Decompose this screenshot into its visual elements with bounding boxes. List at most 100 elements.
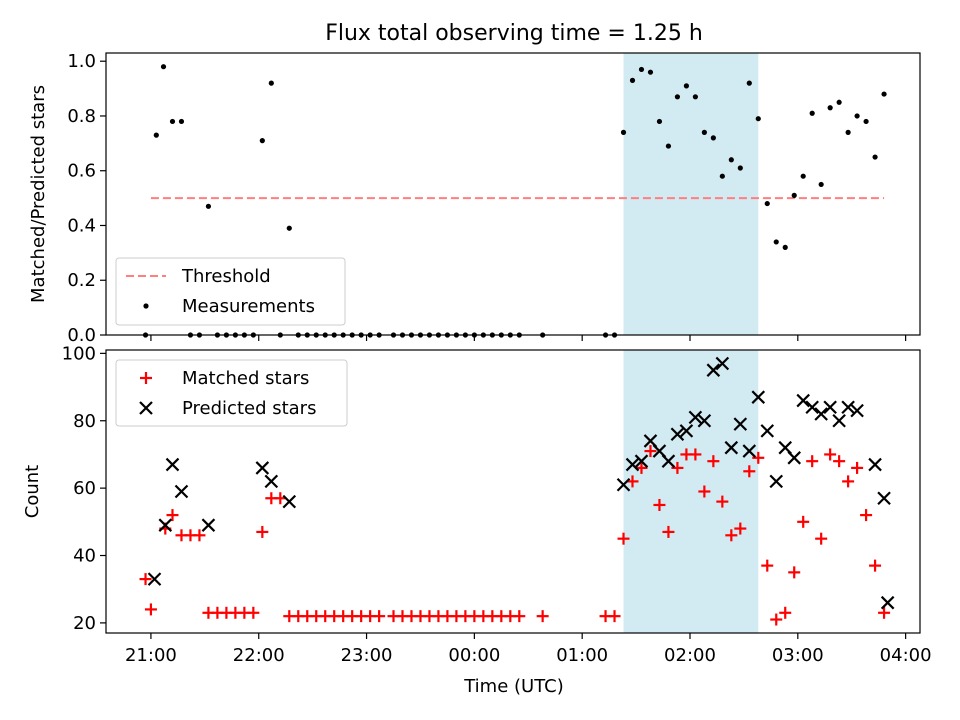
predicted-star-point	[255, 461, 270, 475]
predicted-star-point	[787, 451, 801, 465]
top-y-tick-label: 1.0	[67, 51, 96, 72]
matched-star-point	[833, 455, 846, 468]
matched-star-point	[608, 610, 621, 623]
top-y-tick-label: 0.6	[67, 161, 96, 182]
predicted-star-point	[769, 474, 784, 489]
measurement-point	[701, 129, 707, 135]
bottom-observing-window	[623, 350, 759, 633]
predicted-star-point	[201, 518, 216, 532]
matched-star-point	[779, 606, 792, 619]
measurement-point	[881, 91, 887, 97]
matched-star-point	[770, 613, 783, 626]
matched-star-point	[536, 610, 549, 623]
predicted-star-point	[724, 440, 739, 455]
predicted-star-point	[868, 457, 882, 472]
matched-star-point	[842, 475, 855, 488]
matched-star-point	[144, 603, 157, 616]
predicted-legend-label: Predicted stars	[182, 398, 316, 419]
predicted-star-point	[742, 444, 757, 458]
measurement-point	[178, 118, 185, 125]
matched-star-point	[644, 445, 657, 458]
matched-star-point	[635, 461, 648, 474]
x-tick-label: 21:00	[125, 645, 177, 666]
measurement-point	[809, 110, 815, 116]
top-legend: Threshold Measurements	[115, 257, 346, 326]
matched-star-point	[671, 461, 684, 474]
top-y-tick-label: 0.0	[67, 325, 96, 346]
matched-stars-points	[139, 445, 891, 626]
matched-star-point	[851, 461, 864, 474]
predicted-star-point	[796, 393, 810, 408]
predicted-star-point	[706, 363, 721, 377]
matched-star-point	[698, 485, 711, 498]
predicted-star-point	[733, 417, 748, 431]
predicted-star-point	[264, 474, 279, 489]
measurement-point	[827, 105, 833, 111]
measurements-legend-label: Measurements	[182, 296, 315, 317]
measurement-point	[755, 116, 761, 122]
measurement-point	[268, 80, 274, 86]
measurement-point	[647, 69, 654, 75]
predicted-star-point	[661, 454, 676, 468]
measurement-point	[764, 200, 770, 207]
predicted-star-point	[814, 407, 828, 421]
matched-star-point	[806, 455, 819, 468]
predicted-star-point	[147, 572, 162, 586]
matched-star-point	[716, 495, 729, 508]
measurement-point	[656, 118, 663, 125]
predicted-star-point	[715, 356, 730, 371]
measurement-point	[620, 129, 627, 135]
matched-star-point	[878, 606, 891, 619]
measurement-point	[782, 244, 788, 250]
matched-star-point	[373, 610, 386, 623]
measurement-point	[160, 64, 167, 70]
predicted-star-point	[158, 518, 173, 532]
matched-star-point	[193, 529, 206, 542]
matched-star-point	[797, 515, 810, 528]
measurement-points	[142, 64, 887, 338]
measurement-point	[205, 203, 212, 209]
matched-star-point	[869, 559, 882, 572]
bottom-axes-frame	[105, 349, 921, 634]
measurement-point	[710, 135, 716, 141]
measurement-point	[169, 118, 176, 125]
x-axis-label: Time (UTC)	[463, 676, 564, 697]
matched-star-point	[860, 509, 873, 522]
top-observing-window	[623, 53, 759, 335]
x-tick-label: 23:00	[341, 645, 393, 666]
predicted-legend-marker	[139, 401, 153, 415]
measurement-point	[791, 192, 797, 198]
measurement-point	[773, 239, 779, 245]
predicted-star-point	[760, 424, 775, 438]
measurement-point	[629, 77, 636, 83]
measurement-point	[665, 143, 672, 149]
matched-star-point	[824, 448, 837, 461]
predicted-star-point	[616, 477, 631, 492]
bottom-y-tick-label: 20	[73, 613, 96, 634]
top-panel: 0.0 0.2 0.4 0.6 0.8 1.0 Matched/Predicted sta…	[28, 51, 921, 346]
matched-star-point	[653, 498, 666, 511]
bottom-y-tick-label: 40	[73, 546, 96, 567]
matched-legend-label: Matched stars	[182, 368, 309, 389]
predicted-star-point	[688, 410, 703, 425]
measurement-point	[737, 165, 743, 171]
measurement-point	[259, 138, 265, 144]
predicted-star-point	[850, 403, 864, 418]
predicted-star-point	[670, 427, 685, 442]
matched-star-point	[626, 475, 639, 488]
predicted-star-point	[877, 491, 891, 506]
bottom-y-tick-label: 80	[73, 411, 96, 432]
matched-star-point	[256, 525, 269, 538]
matched-star-point	[166, 509, 179, 522]
bottom-legend-box	[115, 359, 348, 427]
measurement-point	[683, 83, 690, 89]
matched-star-point	[689, 448, 702, 461]
measurement-point	[800, 173, 806, 179]
predicted-star-point	[823, 400, 837, 415]
matched-star-point	[247, 606, 260, 619]
threshold-legend-label: Threshold	[181, 266, 271, 287]
bottom-y-tick-label: 60	[73, 478, 96, 499]
predicted-star-point	[282, 494, 297, 509]
matched-star-point	[725, 529, 738, 542]
bottom-y-ticks: 20 40 60 80 100	[62, 343, 106, 634]
